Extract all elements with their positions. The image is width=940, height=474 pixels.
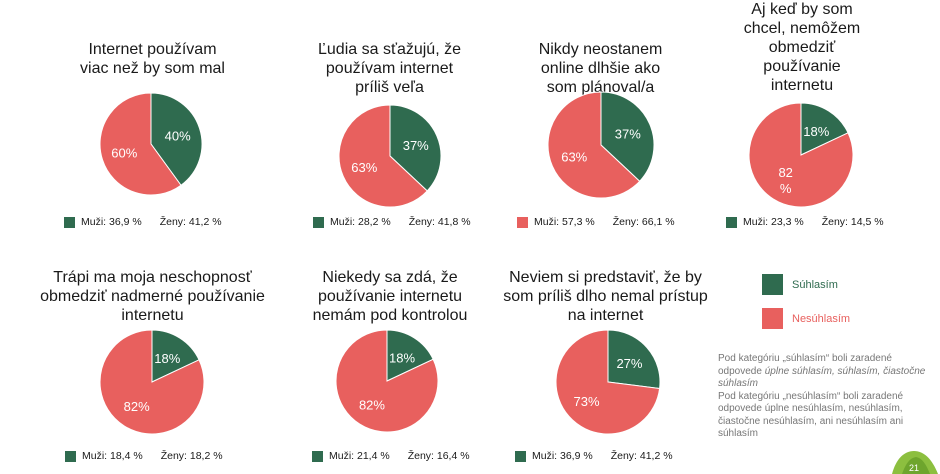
pie-slice-agree (386, 329, 434, 382)
pie-slice-agree (600, 91, 655, 182)
pie-chart: 37% 63% (547, 91, 655, 199)
muzi-value: Muži: 23,3 % (743, 216, 804, 228)
muzi-value: Muži: 18,4 % (82, 450, 143, 462)
pie-label-disagree: 63% (351, 160, 377, 175)
agree-swatch (312, 450, 323, 462)
pie-slice-agree (607, 329, 661, 390)
legend-disagree: Nesúhlasím (762, 308, 850, 329)
badge-leaf-highlight (902, 457, 930, 474)
chart-title: Niekedy sa zdá, že používanie internetu … (312, 269, 468, 324)
agree-swatch (65, 450, 76, 462)
pie-slice-agree (800, 102, 849, 156)
chart-title: Nikdy neostanem online dlhšie ako som pl… (538, 41, 663, 96)
muzi-value: Muži: 36,9 % (81, 216, 142, 228)
pie-chart: 27% 73% (555, 329, 661, 435)
legend-agree-label: Súhlasím (792, 278, 838, 291)
agree-swatch (515, 450, 526, 462)
muzi-value: Muži: 28,2 % (330, 216, 391, 228)
chart-title: Neviem si predstaviť, že by som príliš d… (503, 269, 708, 324)
muzi-value: Muži: 21,4 % (329, 450, 390, 462)
pie-slice-disagree (99, 329, 205, 435)
agree-swatch (64, 216, 75, 228)
gender-footnote: Muži: 57,3 % Ženy: 66,1 % (517, 216, 675, 228)
pie-chart: 40% 60% (99, 92, 203, 196)
zeny-value: Ženy: 14,5 % (821, 216, 884, 228)
pie-label-disagree: 82% (778, 165, 792, 196)
pie-label-agree: 18% (389, 350, 415, 365)
gender-footnote: Muži: 23,3 % Ženy: 14,5 % (726, 216, 884, 228)
pie-label-disagree: 60% (111, 146, 137, 161)
pie-slice-agree (389, 104, 442, 192)
pie-slice-agree (150, 92, 203, 186)
gender-footnote: Muži: 21,4 % Ženy: 16,4 % (312, 450, 470, 462)
agree-swatch (313, 216, 324, 228)
pie-label-disagree: 82% (359, 398, 385, 413)
pie-slice-disagree (547, 91, 641, 199)
muzi-value: Muži: 36,9 % (532, 450, 593, 462)
pie-chart: 37% 63% (338, 104, 442, 208)
pie-chart: 18% 82% (335, 329, 439, 433)
pie-label-agree: 37% (615, 126, 641, 141)
chart-title: Internet používam viac než by som mal (80, 41, 225, 77)
muzi-value: Muži: 57,3 % (534, 216, 595, 228)
legend-agree: Súhlasím (762, 274, 838, 295)
page-number-badge: 21 (892, 451, 938, 474)
chart-title: Aj keď by som chcel, nemôžem obmedziť po… (743, 1, 861, 94)
agree-swatch (726, 216, 737, 228)
zeny-value: Ženy: 66,1 % (612, 216, 675, 228)
pie-label-agree: 37% (403, 138, 429, 153)
note-agree-items: úplne súhlasím, súhlasím, čiastočne súhl… (718, 365, 926, 390)
gender-footnote: Muži: 36,9 % Ženy: 41,2 % (64, 216, 222, 228)
pie-label-disagree: 82% (124, 399, 150, 414)
zeny-value: Ženy: 16,4 % (407, 450, 470, 462)
zeny-value: Ženy: 18,2 % (160, 450, 223, 462)
legend-disagree-swatch (762, 308, 783, 329)
pie-label-agree: 18% (154, 351, 180, 366)
gender-footnote: Muži: 18,4 % Ženy: 18,2 % (65, 450, 223, 462)
note-disagree: Pod kategóriu „nesúhlasím“ boli zaradené… (718, 390, 904, 440)
pie-slice-disagree (748, 102, 854, 208)
pie-chart: 18% 82% (748, 102, 854, 208)
pie-slice-agree (151, 329, 200, 383)
zeny-value: Ženy: 41,2 % (159, 216, 222, 228)
zeny-value: Ženy: 41,2 % (610, 450, 673, 462)
pie-label-agree: 18% (803, 124, 829, 139)
pie-slice-disagree (555, 329, 661, 435)
zeny-value: Ženy: 41,8 % (408, 216, 471, 228)
pie-label-agree: 27% (616, 356, 642, 371)
legend-agree-swatch (762, 274, 783, 295)
category-note: Pod kategóriu „súhlasím“ boli zaradené o… (718, 353, 928, 441)
legend-disagree-label: Nesúhlasím (792, 312, 851, 325)
pie-slice-disagree (338, 104, 428, 208)
disagree-swatch (517, 216, 528, 228)
pie-label-disagree: 73% (574, 394, 600, 409)
pie-slice-disagree (99, 92, 182, 196)
chart-title: Trápi ma moja neschopnosť obmedziť nadme… (40, 269, 265, 324)
gender-footnote: Muži: 36,9 % Ženy: 41,2 % (515, 450, 673, 462)
pie-slice-disagree (335, 329, 439, 433)
pie-chart: 18% 82% (99, 329, 205, 435)
gender-footnote: Muži: 28,2 % Ženy: 41,8 % (313, 216, 471, 228)
pie-label-agree: 40% (165, 128, 191, 143)
note-agree-prefix: Pod kategóriu „súhlasím“ boli zaradené o… (718, 353, 892, 377)
pie-label-disagree: 63% (561, 150, 587, 165)
chart-title: Ľudia sa sťažujú, že používam internet p… (318, 41, 461, 96)
page-number: 21 (909, 463, 919, 473)
